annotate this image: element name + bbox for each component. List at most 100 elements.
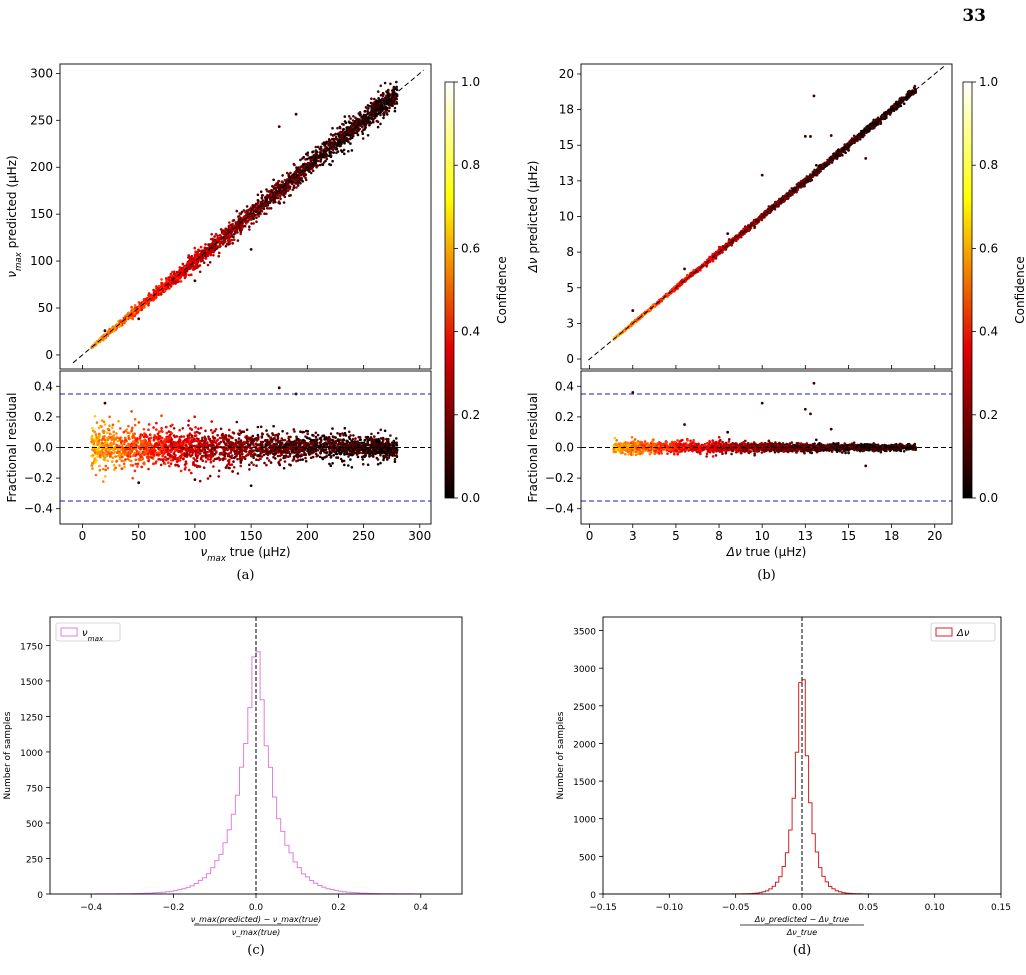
scatter-point bbox=[292, 184, 296, 188]
residual-point bbox=[118, 457, 122, 460]
residual-point bbox=[168, 453, 172, 457]
scatter-point bbox=[388, 103, 391, 107]
residual-point bbox=[322, 456, 326, 459]
scatter-point bbox=[322, 161, 326, 164]
residual-point bbox=[354, 437, 357, 440]
residual-point bbox=[210, 452, 213, 455]
scatter-point bbox=[280, 180, 284, 183]
scatter-point bbox=[341, 130, 344, 134]
residual-point bbox=[296, 459, 300, 462]
residual-point bbox=[194, 439, 197, 443]
residual-point bbox=[299, 430, 302, 434]
residual-point bbox=[283, 460, 287, 463]
scatter-point bbox=[391, 104, 394, 107]
residual-point bbox=[318, 455, 322, 459]
scatter-point bbox=[278, 191, 281, 195]
scatter-point bbox=[266, 207, 269, 210]
residual-point bbox=[123, 447, 127, 451]
scatter-point bbox=[274, 187, 278, 190]
scatter-point bbox=[213, 246, 217, 249]
residual-point bbox=[185, 443, 188, 447]
residual-point bbox=[162, 457, 165, 461]
residual-point bbox=[302, 430, 306, 434]
scatter-point bbox=[230, 238, 234, 242]
scatter-point bbox=[248, 212, 252, 216]
scatter-point bbox=[291, 188, 295, 192]
residual-point bbox=[103, 475, 107, 478]
residual-point bbox=[201, 446, 205, 449]
residual-point bbox=[192, 457, 195, 460]
residual-point bbox=[361, 458, 365, 461]
scatter-point bbox=[334, 135, 338, 139]
scatter-point bbox=[256, 198, 260, 202]
residual-point bbox=[301, 458, 305, 461]
residual-point bbox=[376, 458, 380, 461]
residual-point bbox=[106, 459, 110, 463]
residual-point bbox=[115, 443, 119, 447]
residual-point bbox=[230, 436, 233, 439]
residual-point bbox=[327, 441, 331, 445]
scatter-point bbox=[130, 305, 133, 309]
scatter-point bbox=[300, 176, 303, 180]
residual-point bbox=[311, 433, 314, 437]
residual-point bbox=[147, 467, 150, 471]
scatter-point bbox=[248, 228, 251, 231]
scatter-point bbox=[119, 320, 123, 324]
residual-point bbox=[243, 457, 247, 461]
scatter-point bbox=[252, 222, 255, 225]
residual-point bbox=[314, 435, 318, 439]
residual-point bbox=[187, 449, 191, 453]
scatter-point bbox=[236, 239, 240, 242]
scatter-point bbox=[219, 235, 223, 238]
scatter-point bbox=[312, 163, 316, 167]
residual-point bbox=[102, 480, 105, 483]
scatter-point bbox=[283, 178, 287, 182]
residual-point bbox=[197, 437, 200, 441]
scatter-point bbox=[304, 176, 307, 180]
residual-point bbox=[142, 439, 146, 443]
scatter-point bbox=[363, 123, 366, 126]
residual-point bbox=[159, 463, 163, 467]
residual-point bbox=[278, 463, 282, 467]
scatter-point bbox=[129, 316, 133, 320]
residual-point bbox=[358, 451, 362, 455]
residual-point bbox=[94, 461, 97, 464]
residual-point bbox=[250, 461, 253, 464]
scatter-point bbox=[361, 125, 364, 129]
scatter-point bbox=[241, 226, 244, 230]
residual-point bbox=[373, 435, 376, 438]
scatter-point bbox=[217, 254, 220, 258]
scatter-point bbox=[347, 115, 351, 118]
residual-point bbox=[183, 438, 187, 442]
scatter-point bbox=[385, 94, 388, 97]
residual-point bbox=[103, 423, 107, 426]
scatter-point bbox=[343, 139, 347, 142]
residual-point bbox=[327, 435, 331, 439]
scatter-point bbox=[232, 235, 235, 239]
scatter-point bbox=[216, 246, 219, 250]
scatter-point bbox=[152, 288, 155, 292]
residual-point bbox=[163, 452, 166, 455]
residual-point bbox=[369, 439, 373, 442]
scatter-point bbox=[171, 270, 174, 274]
residual-point bbox=[216, 433, 219, 437]
scatter-point bbox=[281, 174, 284, 177]
residual-point bbox=[265, 452, 269, 455]
scatter-point bbox=[187, 254, 190, 257]
scatter-point bbox=[321, 152, 325, 155]
scatter-point bbox=[184, 275, 187, 279]
residual-point bbox=[363, 438, 367, 442]
scatter-point bbox=[287, 173, 291, 176]
scatter-point bbox=[311, 169, 315, 173]
scatter-point bbox=[340, 135, 343, 138]
scatter-point bbox=[250, 214, 254, 217]
scatter-point bbox=[227, 235, 230, 239]
scatter-point bbox=[336, 126, 339, 130]
residual-point bbox=[95, 459, 98, 462]
residual-point bbox=[202, 466, 206, 470]
residual-point bbox=[193, 415, 196, 419]
scatter-point bbox=[204, 257, 208, 260]
scatter-point bbox=[384, 110, 387, 113]
scatter-point bbox=[232, 218, 236, 222]
scatter-point bbox=[198, 270, 202, 274]
